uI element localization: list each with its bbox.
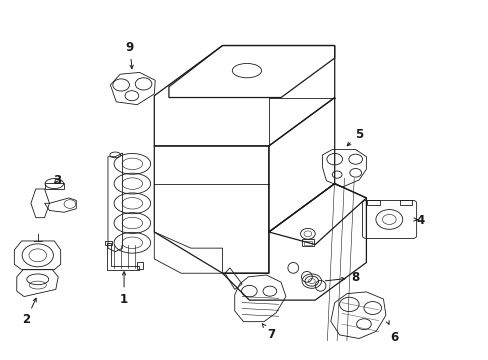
Text: 4: 4	[413, 214, 424, 227]
Text: 9: 9	[125, 41, 134, 68]
Text: 2: 2	[22, 298, 36, 327]
Bar	[104, 241, 112, 245]
Text: 1: 1	[120, 272, 128, 306]
Text: 6: 6	[386, 320, 398, 343]
Bar	[366, 200, 379, 205]
Text: 5: 5	[346, 127, 363, 146]
Bar	[137, 262, 143, 269]
Text: 8: 8	[325, 271, 359, 284]
Bar	[399, 200, 411, 205]
Bar	[304, 241, 311, 245]
Text: 7: 7	[262, 324, 275, 341]
Text: 3: 3	[53, 174, 61, 186]
Bar	[44, 183, 64, 189]
Bar	[302, 239, 314, 246]
